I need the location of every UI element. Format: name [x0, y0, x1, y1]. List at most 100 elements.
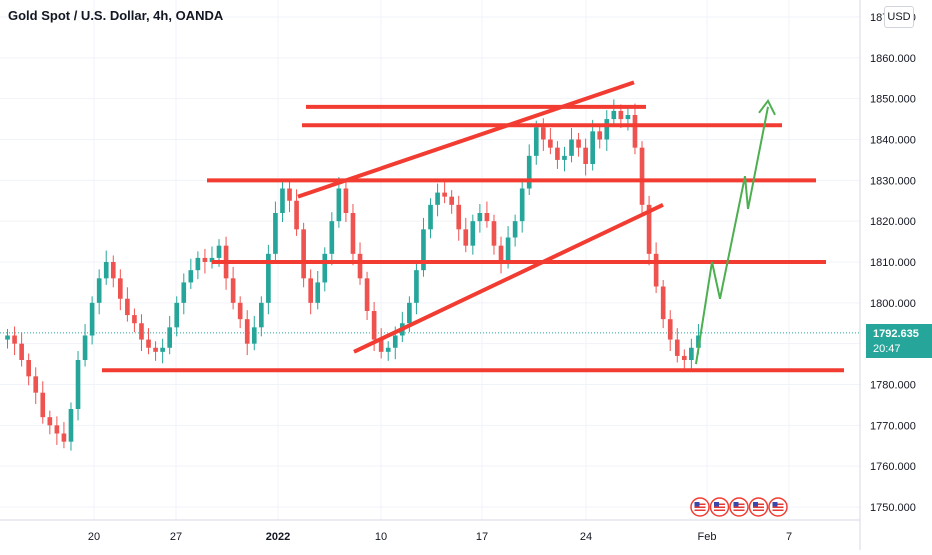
candle[interactable] [195, 251, 201, 280]
candle[interactable] [463, 217, 469, 253]
candle-body [266, 253, 271, 303]
candle[interactable] [428, 198, 433, 239]
candle[interactable] [646, 195, 652, 266]
candle[interactable] [322, 247, 328, 292]
candle[interactable] [350, 204, 356, 266]
candle[interactable] [174, 296, 180, 337]
candle[interactable] [421, 217, 426, 277]
candle[interactable] [61, 422, 67, 449]
candle[interactable] [442, 181, 447, 204]
candle[interactable] [273, 201, 278, 261]
candle[interactable] [146, 328, 151, 355]
candle[interactable] [26, 353, 31, 386]
candle[interactable] [139, 314, 144, 352]
candle[interactable] [583, 138, 588, 176]
candle[interactable] [329, 212, 335, 266]
candle[interactable] [167, 315, 172, 355]
candle[interactable] [639, 141, 645, 214]
currency-button[interactable]: USD [884, 6, 914, 28]
candle[interactable] [674, 328, 680, 363]
candle[interactable] [611, 99, 617, 126]
candle[interactable] [47, 410, 53, 435]
candle[interactable] [118, 269, 123, 311]
candle[interactable] [209, 246, 215, 269]
candle[interactable] [336, 177, 342, 228]
candle[interactable] [308, 269, 313, 315]
candle[interactable] [555, 141, 560, 169]
us-flag-icon[interactable] [748, 497, 769, 517]
candle[interactable] [364, 271, 370, 320]
candle[interactable] [301, 222, 306, 288]
candle[interactable] [526, 144, 532, 196]
candle[interactable] [682, 349, 687, 369]
candle[interactable] [667, 310, 673, 352]
candle[interactable] [202, 248, 208, 274]
candle[interactable] [562, 146, 567, 172]
candle[interactable] [181, 273, 187, 315]
candle[interactable] [576, 132, 581, 157]
trend-line[interactable] [353, 203, 664, 354]
candle[interactable] [40, 381, 46, 424]
candle[interactable] [75, 351, 81, 421]
candle[interactable] [491, 214, 497, 255]
candle[interactable] [54, 416, 60, 445]
candle[interactable] [343, 181, 349, 222]
candle[interactable] [470, 214, 476, 255]
candle[interactable] [414, 261, 419, 315]
trend-line[interactable] [297, 80, 635, 199]
candle-body [533, 127, 539, 156]
candle[interactable] [590, 119, 595, 171]
candle[interactable] [68, 402, 74, 451]
candle[interactable] [237, 296, 243, 329]
candle[interactable] [689, 338, 694, 372]
candle[interactable] [12, 326, 17, 356]
candle[interactable] [533, 120, 539, 165]
candle[interactable] [132, 308, 137, 333]
candle[interactable] [230, 266, 236, 310]
candle[interactable] [315, 270, 321, 310]
projection-path[interactable] [695, 106, 769, 365]
candle[interactable] [96, 269, 102, 315]
candle[interactable] [89, 296, 95, 345]
candle[interactable] [385, 341, 391, 361]
candle[interactable] [19, 332, 24, 367]
candle[interactable] [498, 236, 504, 274]
candle[interactable] [259, 296, 264, 337]
candle[interactable] [110, 255, 116, 288]
candle[interactable] [287, 179, 292, 213]
candle[interactable] [569, 128, 574, 163]
candle[interactable] [632, 103, 638, 155]
candle[interactable] [435, 183, 440, 217]
candle[interactable] [280, 181, 285, 222]
candle[interactable] [251, 315, 257, 351]
candle[interactable] [294, 189, 299, 236]
candle[interactable] [653, 242, 659, 294]
candle[interactable] [597, 124, 603, 149]
candle[interactable] [125, 287, 130, 322]
candle[interactable] [548, 128, 553, 155]
candle[interactable] [519, 179, 525, 233]
candle[interactable] [153, 341, 158, 361]
candle[interactable] [660, 279, 666, 329]
us-flag-icon[interactable] [709, 497, 730, 517]
candle[interactable] [449, 190, 454, 214]
candle[interactable] [5, 328, 10, 349]
candle[interactable] [378, 328, 384, 359]
candle[interactable] [33, 367, 39, 405]
us-flag-icon[interactable] [768, 497, 788, 517]
candle[interactable] [266, 244, 271, 315]
us-flag-icon[interactable] [690, 497, 710, 517]
candle[interactable] [456, 195, 462, 241]
candle[interactable] [103, 250, 109, 285]
candle[interactable] [604, 110, 610, 151]
candle[interactable] [160, 338, 165, 364]
us-flag-icon[interactable] [729, 497, 749, 517]
candle[interactable] [512, 214, 518, 247]
candle[interactable] [82, 324, 88, 367]
candle[interactable] [484, 201, 490, 228]
candle[interactable] [188, 258, 194, 289]
candle[interactable] [244, 310, 250, 356]
candle[interactable] [477, 204, 483, 233]
